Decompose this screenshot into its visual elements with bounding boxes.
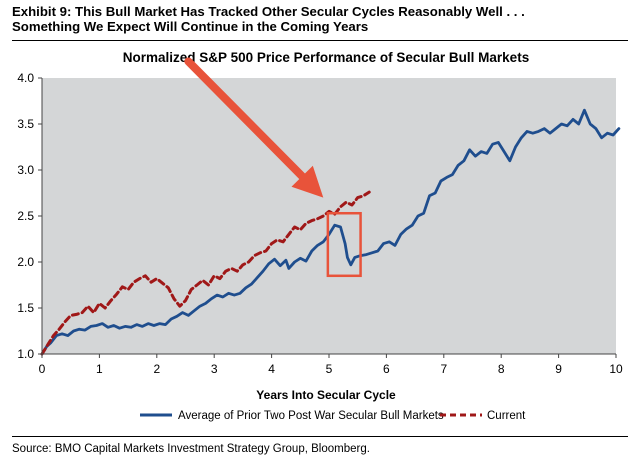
chart-title: Normalized S&P 500 Price Performance of … — [123, 50, 529, 65]
exhibit-title-line-2: Something We Expect Will Continue in the… — [12, 19, 369, 34]
y-tick-label: 3.5 — [17, 117, 34, 131]
average-series-line — [40, 108, 621, 356]
highlight-box — [326, 211, 362, 278]
x-tick-label: 4 — [268, 362, 275, 376]
legend: Average of Prior Two Post War Secular Bu… — [140, 410, 526, 422]
y-tick-label: 2.0 — [17, 255, 34, 269]
y-tick-label: 4.0 — [17, 71, 34, 85]
x-tick-label: 0 — [39, 362, 46, 376]
legend-label-current: Current — [487, 410, 526, 422]
legend-label-average: Average of Prior Two Post War Secular Bu… — [178, 410, 444, 422]
y-tick-label: 3.0 — [17, 163, 34, 177]
arrow-shaft — [184, 57, 307, 181]
x-tick-label: 2 — [153, 362, 160, 376]
x-tick-label: 1 — [96, 362, 103, 376]
x-tick-label: 7 — [440, 362, 447, 376]
x-tick-label: 3 — [211, 362, 218, 376]
line-chart: Normalized S&P 500 Price Performance of … — [17, 50, 623, 422]
top-divider — [12, 40, 628, 41]
x-tick-label: 10 — [609, 362, 623, 376]
x-tick-label: 6 — [383, 362, 390, 376]
x-tick-label: 8 — [498, 362, 505, 376]
current-series-line — [40, 190, 371, 356]
arrow-head — [291, 165, 324, 198]
bottom-divider — [12, 436, 628, 437]
exhibit-heading: Exhibit 9: This Bull Market Has Tracked … — [12, 4, 632, 34]
x-axis-label: Years Into Secular Cycle — [256, 388, 396, 402]
y-tick-label: 1.0 — [17, 347, 34, 361]
y-tick-label: 2.5 — [17, 209, 34, 223]
source-note: Source: BMO Capital Markets Investment S… — [12, 443, 370, 455]
x-tick-label: 9 — [555, 362, 562, 376]
x-tick-label: 5 — [326, 362, 333, 376]
exhibit-title-line-1: Exhibit 9: This Bull Market Has Tracked … — [12, 4, 525, 19]
y-tick-label: 1.5 — [17, 301, 34, 315]
